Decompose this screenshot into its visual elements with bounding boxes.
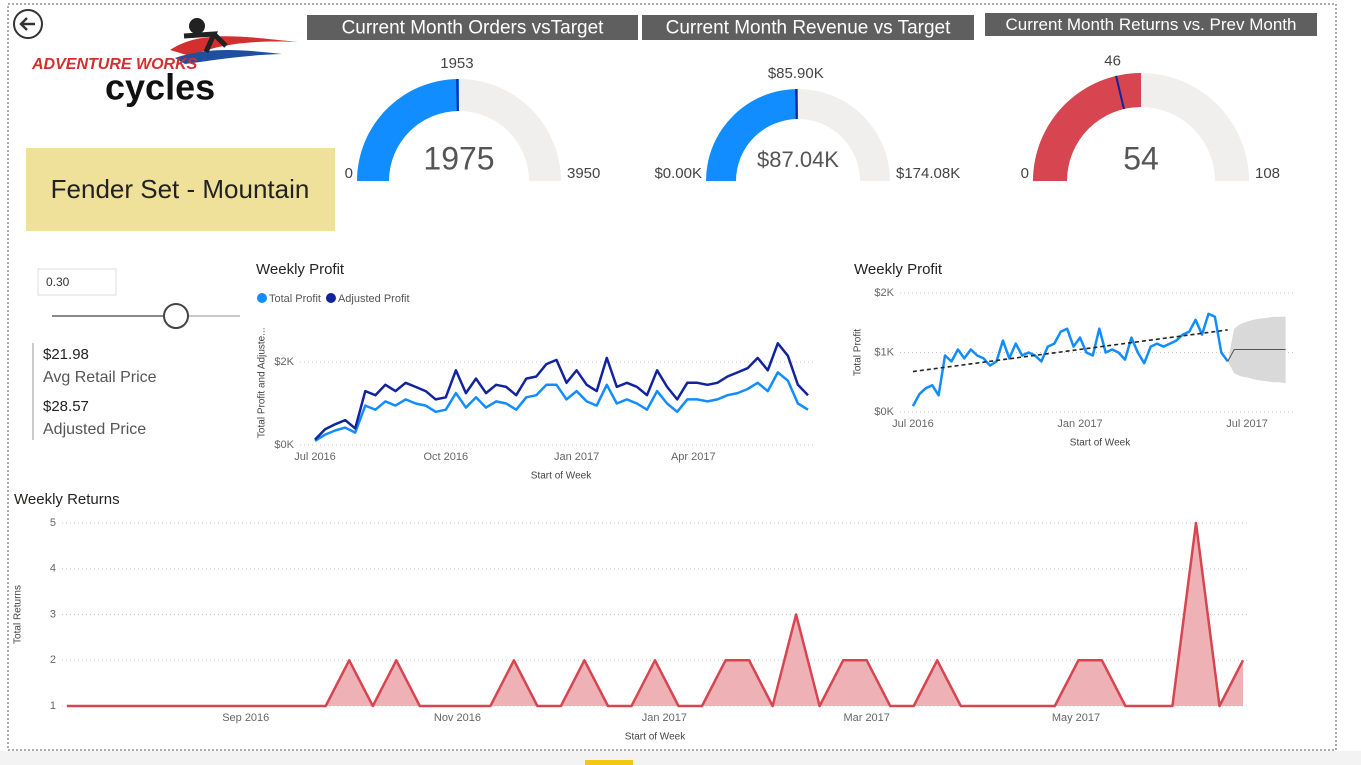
gauge-max-label: 3950: [567, 165, 600, 182]
gauge-min-label: 0: [1021, 165, 1029, 182]
x-tick-label: Apr 2017: [671, 451, 716, 463]
slider-input[interactable]: [37, 268, 117, 296]
x-tick-label: Sep 2016: [222, 712, 269, 724]
y-tick-label: $2K: [274, 356, 294, 368]
y-axis-label: Total Profit and Adjuste...: [257, 327, 268, 438]
y-axis-label: Total Profit: [853, 329, 864, 376]
series-line: [911, 312, 1229, 407]
gauge-target-label: $85.90K: [768, 65, 824, 82]
slider-thumb[interactable]: [163, 303, 189, 329]
chart-title: Weekly Profit: [854, 261, 943, 278]
x-tick-label: Mar 2017: [843, 712, 889, 724]
logo-swoosh: [175, 50, 282, 64]
product-card: [26, 148, 335, 231]
area-fill: [67, 523, 1243, 706]
price-value: $21.98: [43, 346, 89, 363]
chart-title: Weekly Profit: [256, 261, 345, 278]
y-tick-label: 3: [50, 608, 56, 620]
logo-bottom: cycles: [105, 67, 215, 108]
card-title: Current Month Revenue vs Target: [666, 18, 952, 39]
y-tick-label: 4: [50, 563, 56, 575]
legend-label: Total Profit: [269, 293, 321, 305]
gauge-value-label: 1975: [423, 140, 494, 176]
y-tick-label: 1: [50, 700, 56, 712]
gauge-value: [357, 79, 459, 181]
card-title-bar: [985, 13, 1317, 36]
slider-value: 0.30: [46, 275, 70, 289]
x-tick-label: Jul 2016: [892, 418, 934, 430]
x-tick-label: Jan 2017: [554, 451, 599, 463]
x-axis-label: Start of Week: [1070, 438, 1131, 449]
x-tick-label: Jan 2017: [1057, 418, 1102, 430]
logo-rider: [183, 31, 228, 54]
forecast-band: [1227, 316, 1286, 384]
tab-bar: [0, 751, 1361, 765]
y-tick-label: $1K: [874, 346, 894, 358]
product-title: Fender Set - Mountain: [51, 174, 310, 204]
series-line: [314, 342, 809, 441]
y-tick-label: 2: [50, 654, 56, 666]
gauge-target: [456, 78, 459, 112]
area-line: [67, 521, 1245, 708]
gauge-target: [795, 88, 798, 120]
gauge-target-label: 46: [1104, 52, 1121, 69]
chart-title: Weekly Returns: [14, 491, 120, 508]
gauge-min-label: 0: [345, 165, 353, 182]
price-label: Adjusted Price: [43, 421, 146, 438]
gauge-value-label: 54: [1123, 140, 1159, 176]
logo-head: [189, 18, 205, 34]
series-line: [314, 371, 809, 442]
price-label: Avg Retail Price: [43, 369, 157, 386]
trend-line: [912, 329, 1228, 373]
logo: ADVENTURE WORKS cycles: [31, 18, 298, 108]
gauge-max-label: $174.08K: [896, 165, 960, 182]
forecast-line: [1227, 349, 1286, 362]
logo-top: ADVENTURE WORKS: [31, 56, 198, 73]
gauge-target: [1115, 75, 1125, 110]
x-tick-label: Oct 2016: [423, 451, 468, 463]
logo-swoosh: [170, 36, 298, 56]
y-tick-label: $2K: [874, 287, 894, 299]
x-axis-label: Start of Week: [531, 471, 592, 482]
gauge-value: [706, 89, 798, 181]
y-axis-label: Total Returns: [13, 585, 24, 644]
card-title: Current Month Returns vs. Prev Month: [1005, 15, 1296, 34]
card-title-bar: [307, 15, 638, 40]
card-title: Current Month Orders vsTarget: [342, 18, 605, 39]
legend-marker: [257, 293, 267, 303]
y-tick-label: $0K: [274, 439, 294, 451]
x-tick-label: Jul 2017: [1226, 418, 1268, 430]
x-tick-label: Jan 2017: [642, 712, 687, 724]
back-arrow: [19, 17, 35, 31]
gauge-max-label: 108: [1255, 165, 1280, 182]
x-axis-label: Start of Week: [625, 732, 686, 743]
active-tab: [585, 760, 633, 765]
gauge-target-label: 1953: [440, 55, 473, 72]
legend-label: Adjusted Profit: [338, 293, 410, 305]
gauge-min-label: $0.00K: [654, 165, 702, 182]
x-tick-label: Jul 2016: [294, 451, 336, 463]
gauge-value-label: $87.04K: [757, 147, 839, 172]
y-tick-label: 5: [50, 517, 56, 529]
back-button[interactable]: [13, 9, 43, 39]
x-tick-label: May 2017: [1052, 712, 1100, 724]
card-title-bar: [642, 15, 974, 40]
price-value: $28.57: [43, 398, 89, 415]
y-tick-label: $0K: [874, 406, 894, 418]
x-tick-label: Nov 2016: [434, 712, 481, 724]
gauge-value: [1033, 73, 1141, 181]
legend-marker: [325, 293, 336, 303]
canvas-border: [7, 3, 1337, 751]
